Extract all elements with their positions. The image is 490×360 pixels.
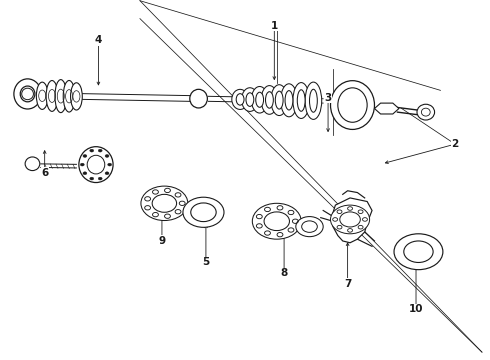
Ellipse shape xyxy=(183,197,224,227)
Ellipse shape xyxy=(417,104,435,120)
Ellipse shape xyxy=(261,86,278,114)
Ellipse shape xyxy=(55,80,67,113)
Ellipse shape xyxy=(404,241,433,262)
Ellipse shape xyxy=(232,89,248,109)
Polygon shape xyxy=(374,103,399,114)
Ellipse shape xyxy=(293,82,310,118)
Ellipse shape xyxy=(63,81,75,112)
Ellipse shape xyxy=(285,91,293,110)
Ellipse shape xyxy=(36,82,48,109)
Ellipse shape xyxy=(394,234,443,270)
Ellipse shape xyxy=(310,89,318,112)
Polygon shape xyxy=(332,198,372,243)
Text: 6: 6 xyxy=(41,168,49,178)
Ellipse shape xyxy=(256,92,264,107)
Text: 8: 8 xyxy=(280,268,288,278)
Ellipse shape xyxy=(108,163,112,166)
Ellipse shape xyxy=(242,88,258,111)
Ellipse shape xyxy=(281,84,297,117)
Text: 5: 5 xyxy=(202,257,210,267)
Ellipse shape xyxy=(98,149,102,152)
Ellipse shape xyxy=(14,79,41,109)
Ellipse shape xyxy=(90,149,94,152)
Text: 4: 4 xyxy=(95,35,102,45)
Text: 3: 3 xyxy=(324,93,332,103)
Ellipse shape xyxy=(191,203,216,222)
Text: 10: 10 xyxy=(409,304,423,314)
Ellipse shape xyxy=(25,157,40,171)
Ellipse shape xyxy=(105,154,109,157)
Ellipse shape xyxy=(83,154,87,157)
Text: 7: 7 xyxy=(344,279,351,289)
Ellipse shape xyxy=(305,82,322,120)
Ellipse shape xyxy=(338,88,367,122)
Ellipse shape xyxy=(331,205,369,234)
Ellipse shape xyxy=(152,194,176,212)
Ellipse shape xyxy=(340,212,360,227)
Ellipse shape xyxy=(302,221,318,232)
Ellipse shape xyxy=(236,94,244,105)
Ellipse shape xyxy=(252,203,301,239)
Text: 2: 2 xyxy=(451,139,459,149)
Ellipse shape xyxy=(79,147,113,183)
Ellipse shape xyxy=(20,86,35,102)
Ellipse shape xyxy=(266,92,273,108)
Ellipse shape xyxy=(141,186,188,221)
Ellipse shape xyxy=(246,93,254,107)
Ellipse shape xyxy=(71,83,82,110)
Text: 9: 9 xyxy=(158,236,166,246)
Ellipse shape xyxy=(98,177,102,180)
Ellipse shape xyxy=(80,163,84,166)
Ellipse shape xyxy=(251,86,268,113)
Text: 1: 1 xyxy=(270,21,278,31)
Ellipse shape xyxy=(331,81,374,130)
Ellipse shape xyxy=(90,177,94,180)
Ellipse shape xyxy=(275,91,283,109)
Ellipse shape xyxy=(190,89,207,108)
Ellipse shape xyxy=(46,81,58,111)
Ellipse shape xyxy=(83,172,87,175)
Ellipse shape xyxy=(105,172,109,175)
Ellipse shape xyxy=(264,212,290,230)
Ellipse shape xyxy=(271,85,288,116)
Ellipse shape xyxy=(87,155,105,174)
Ellipse shape xyxy=(296,217,323,237)
Ellipse shape xyxy=(297,90,305,111)
